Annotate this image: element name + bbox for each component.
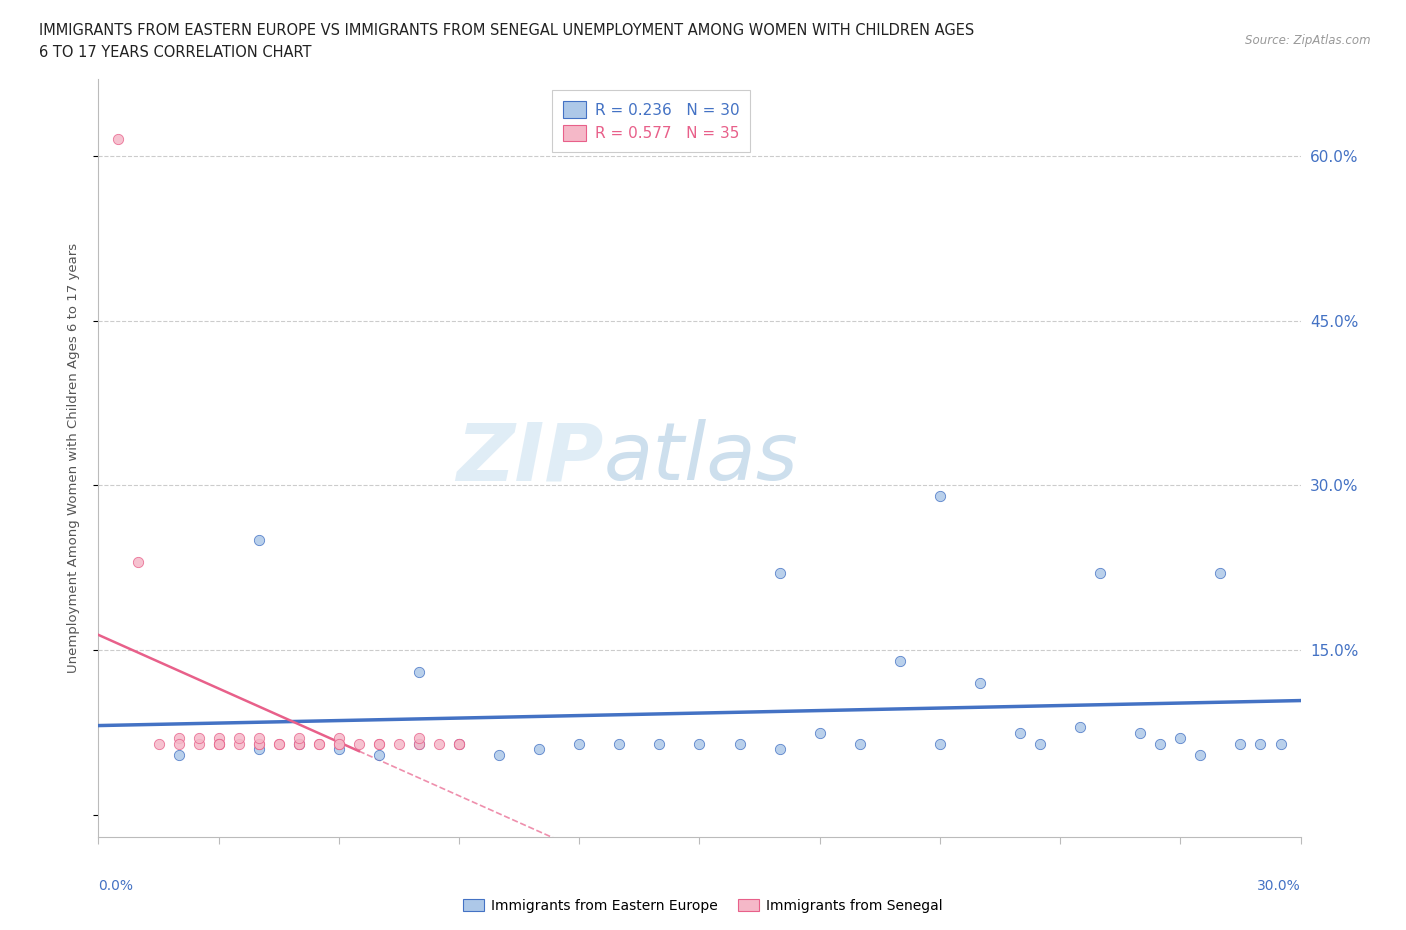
- Point: [447, 737, 470, 751]
- Point: [187, 731, 209, 746]
- Point: [288, 737, 311, 751]
- Point: [328, 737, 350, 751]
- Point: [447, 737, 470, 751]
- Point: [328, 731, 350, 746]
- Text: ZIP: ZIP: [456, 419, 603, 497]
- Point: [247, 533, 270, 548]
- Point: [208, 737, 231, 751]
- Point: [889, 654, 911, 669]
- Point: [128, 555, 150, 570]
- Point: [208, 731, 231, 746]
- Point: [328, 742, 350, 757]
- Text: Source: ZipAtlas.com: Source: ZipAtlas.com: [1246, 34, 1371, 47]
- Point: [247, 737, 270, 751]
- Point: [529, 742, 551, 757]
- Text: IMMIGRANTS FROM EASTERN EUROPE VS IMMIGRANTS FROM SENEGAL UNEMPLOYMENT AMONG WOM: IMMIGRANTS FROM EASTERN EUROPE VS IMMIGR…: [39, 23, 974, 38]
- Point: [929, 489, 952, 504]
- Point: [247, 731, 270, 746]
- Text: 30.0%: 30.0%: [1257, 879, 1301, 893]
- Legend: Immigrants from Eastern Europe, Immigrants from Senegal: Immigrants from Eastern Europe, Immigran…: [457, 894, 949, 919]
- Text: atlas: atlas: [603, 419, 799, 497]
- Point: [288, 737, 311, 751]
- Point: [167, 737, 190, 751]
- Point: [1229, 737, 1251, 751]
- Point: [187, 737, 209, 751]
- Point: [368, 747, 391, 762]
- Point: [267, 737, 290, 751]
- Point: [267, 737, 290, 751]
- Point: [208, 737, 231, 751]
- Point: [568, 737, 591, 751]
- Point: [929, 737, 952, 751]
- Point: [247, 737, 270, 751]
- Point: [1129, 725, 1152, 740]
- Point: [288, 731, 311, 746]
- Point: [1250, 737, 1272, 751]
- Point: [427, 737, 450, 751]
- Point: [488, 747, 510, 762]
- Text: 6 TO 17 YEARS CORRELATION CHART: 6 TO 17 YEARS CORRELATION CHART: [39, 45, 312, 60]
- Point: [728, 737, 751, 751]
- Point: [148, 737, 170, 751]
- Point: [228, 737, 250, 751]
- Point: [107, 132, 129, 147]
- Point: [808, 725, 831, 740]
- Point: [288, 737, 311, 751]
- Point: [328, 737, 350, 751]
- Legend: R = 0.236   N = 30, R = 0.577   N = 35: R = 0.236 N = 30, R = 0.577 N = 35: [553, 90, 751, 152]
- Point: [1010, 725, 1032, 740]
- Text: 0.0%: 0.0%: [98, 879, 134, 893]
- Point: [208, 737, 231, 751]
- Point: [368, 737, 391, 751]
- Point: [1170, 731, 1192, 746]
- Point: [849, 737, 872, 751]
- Point: [1209, 566, 1232, 581]
- Y-axis label: Unemployment Among Women with Children Ages 6 to 17 years: Unemployment Among Women with Children A…: [67, 243, 80, 673]
- Point: [247, 742, 270, 757]
- Point: [1088, 566, 1111, 581]
- Point: [1069, 720, 1091, 735]
- Point: [408, 665, 430, 680]
- Point: [1189, 747, 1212, 762]
- Point: [769, 566, 792, 581]
- Point: [308, 737, 330, 751]
- Point: [167, 747, 190, 762]
- Point: [689, 737, 711, 751]
- Point: [408, 737, 430, 751]
- Point: [769, 742, 792, 757]
- Point: [447, 737, 470, 751]
- Point: [368, 737, 391, 751]
- Point: [347, 737, 370, 751]
- Point: [167, 731, 190, 746]
- Point: [1149, 737, 1171, 751]
- Point: [308, 737, 330, 751]
- Point: [648, 737, 671, 751]
- Point: [1270, 737, 1292, 751]
- Point: [408, 737, 430, 751]
- Point: [969, 676, 991, 691]
- Point: [408, 731, 430, 746]
- Point: [1029, 737, 1052, 751]
- Point: [228, 731, 250, 746]
- Point: [388, 737, 411, 751]
- Point: [609, 737, 631, 751]
